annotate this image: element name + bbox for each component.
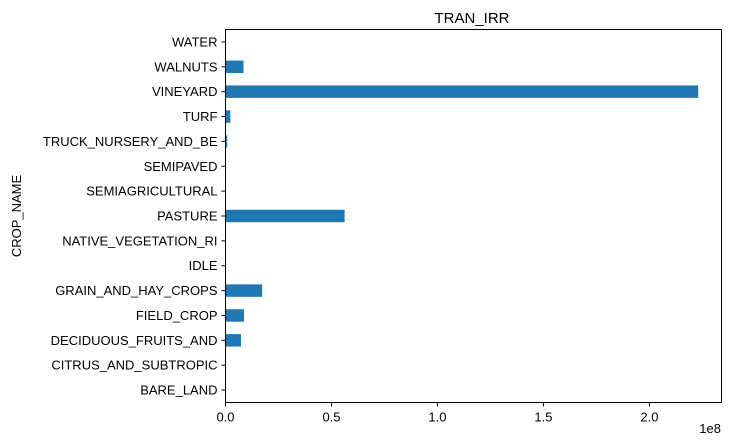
y-tick-label: TURF bbox=[183, 109, 218, 124]
y-tick-label: NATIVE_VEGETATION_RI bbox=[62, 233, 217, 248]
x-tick-label: 0.0 bbox=[216, 410, 234, 425]
bar-deciduous-fruits-and bbox=[225, 334, 241, 347]
bar-turf bbox=[225, 110, 231, 123]
bar-grain-and-hay-crops bbox=[225, 284, 263, 297]
plot-frame bbox=[225, 29, 722, 403]
y-tick-label: PASTURE bbox=[157, 209, 218, 224]
bar-field-crop bbox=[225, 309, 244, 322]
y-tick-label: VINEYARD bbox=[152, 84, 218, 99]
x-scale-label: 1e8 bbox=[699, 421, 721, 436]
y-tick-label: WALNUTS bbox=[154, 59, 217, 74]
y-axis-title: CROP_NAME bbox=[9, 175, 24, 258]
y-tick-label: WATER bbox=[172, 34, 218, 49]
x-tick-label: 2.0 bbox=[640, 410, 658, 425]
bar-pasture bbox=[225, 209, 345, 223]
x-tick-label: 1.0 bbox=[428, 410, 446, 425]
y-tick-label: SEMIAGRICULTURAL bbox=[86, 184, 217, 199]
bar-truck-nursery-and-be bbox=[225, 135, 228, 148]
x-tick-label: 1.5 bbox=[534, 410, 552, 425]
y-tick-label: BARE_LAND bbox=[140, 383, 217, 398]
y-tick-label: TRUCK_NURSERY_AND_BE bbox=[43, 134, 218, 149]
y-tick-label: DECIDUOUS_FRUITS_AND bbox=[51, 333, 218, 348]
y-tick-label: FIELD_CROP bbox=[136, 308, 218, 323]
y-tick-label: GRAIN_AND_HAY_CROPS bbox=[55, 283, 218, 298]
y-tick-label: CITRUS_AND_SUBTROPIC bbox=[51, 358, 217, 373]
y-tick-label: SEMIPAVED bbox=[144, 159, 218, 174]
bar-vineyard bbox=[225, 85, 699, 98]
y-tick-label: IDLE bbox=[189, 258, 218, 273]
bars bbox=[225, 60, 699, 347]
ticks: BARE_LAND CITRUS_AND_SUBTROPIC DECIDUOUS_F… bbox=[43, 34, 659, 424]
x-tick-label: 0.5 bbox=[322, 410, 340, 425]
bar-walnuts bbox=[225, 60, 244, 74]
chart-title: TRAN_IRR bbox=[434, 10, 509, 27]
